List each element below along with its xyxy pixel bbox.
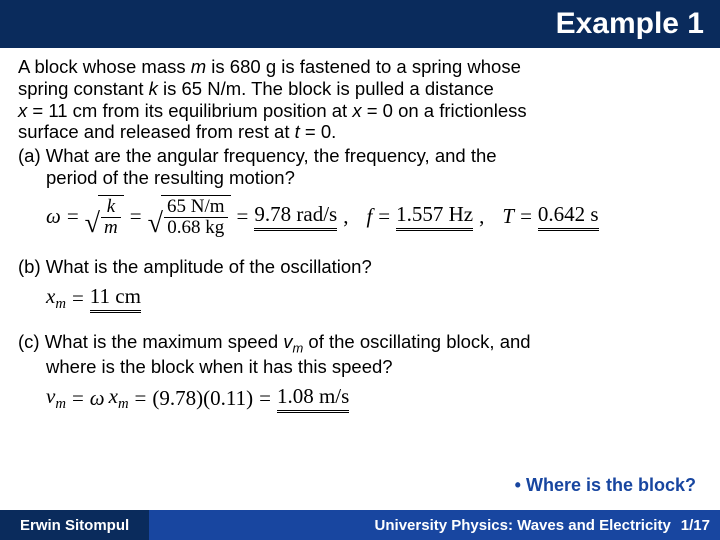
frequency-result: 1.557 Hz [396, 202, 473, 231]
followup-bullet: • Where is the block? [515, 475, 696, 496]
period-result: 0.642 s [538, 202, 599, 231]
part-c-question: (c) What is the maximum speed vm of the … [18, 331, 702, 378]
part-a-question: (a) What are the angular frequency, the … [18, 145, 702, 189]
part-b-question: (b) What is the amplitude of the oscilla… [18, 256, 702, 278]
vmax-result: 1.08 m/s [277, 384, 349, 413]
footer: Erwin Sitompul University Physics: Waves… [0, 510, 720, 540]
omega-result: 9.78 rad/s [254, 202, 337, 231]
amplitude-result: 11 cm [90, 284, 141, 313]
part-c-equation: vm = ωxm = (9.78)(0.11) = 1.08 m/s [46, 384, 702, 414]
footer-page: 1/17 [681, 517, 720, 534]
content-area: A block whose mass m is 680 g is fastene… [0, 48, 720, 414]
slide-title: Example 1 [556, 7, 704, 41]
title-bar: Example 1 [0, 0, 720, 48]
problem-text: A block whose mass m is 680 g is fastene… [18, 56, 702, 143]
part-b-equation: xm = 11 cm [46, 284, 702, 314]
footer-course: University Physics: Waves and Electricit… [375, 517, 681, 534]
part-a-equation: ω = √ k m = √ 65 N/m 0.68 kg = [46, 195, 702, 238]
footer-author: Erwin Sitompul [0, 510, 149, 540]
